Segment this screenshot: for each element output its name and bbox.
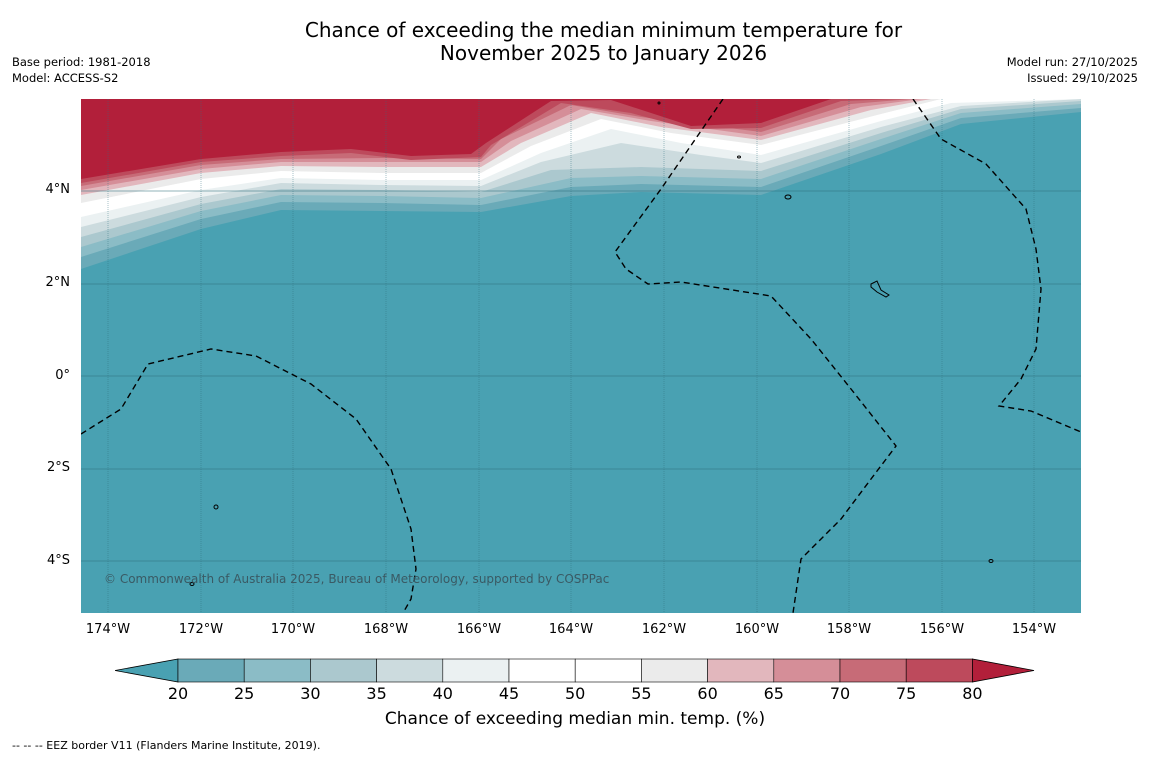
lon-label-166w: 166°W — [456, 622, 502, 637]
colorbar-segment — [839, 658, 907, 683]
colorbar-segment — [641, 658, 708, 683]
issued-text: Issued: 29/10/2025 — [1027, 71, 1138, 85]
copyright-notice: © Commonwealth of Australia 2025, Bureau… — [104, 572, 610, 586]
lat-label-2n: 2°N — [45, 275, 71, 290]
lon-label-156w: 156°W — [919, 622, 965, 637]
lon-label-162w: 162°W — [641, 622, 687, 637]
eez-border — [81, 99, 1081, 613]
probability-field — [81, 99, 1081, 613]
islands — [189, 101, 994, 586]
colorbar-tick-label: 50 — [565, 684, 586, 703]
colorbar-tick-label: 40 — [432, 684, 453, 703]
lon-label-164w: 164°W — [548, 622, 594, 637]
colorbar-tick-label: 30 — [300, 684, 321, 703]
colorbar-segment — [707, 658, 775, 683]
colorbar-segment — [310, 658, 377, 683]
base-period-text: Base period: 1981-2018 — [12, 55, 151, 69]
colorbar-high-arrow — [972, 658, 1035, 683]
colorbar-segment — [574, 658, 642, 683]
colorbar-segment — [177, 658, 245, 683]
model-info: Base period: 1981-2018 Model: ACCESS-S2 — [12, 54, 151, 86]
colorbar-segment — [442, 658, 510, 683]
colorbar-tick-label: 60 — [697, 684, 718, 703]
lon-label-172w: 172°W — [178, 622, 224, 637]
eez-footnote: -- -- -- EEZ border V11 (Flanders Marine… — [12, 739, 321, 752]
lon-label-170w: 170°W — [270, 622, 316, 637]
colorbar-tick-label: 25 — [234, 684, 255, 703]
model-name-text: Model: ACCESS-S2 — [12, 71, 119, 85]
lat-label-equator: 0° — [55, 368, 70, 383]
colorbar-tick-label: 75 — [896, 684, 917, 703]
lat-label-4s: 4°S — [46, 553, 70, 568]
title-line-1: Chance of exceeding the median minimum t… — [304, 18, 903, 42]
colorbar-segment — [905, 658, 973, 683]
colorbar-tick-label: 65 — [763, 684, 784, 703]
colorbar-graphic — [114, 658, 1035, 683]
colorbar-tick-label: 70 — [829, 684, 851, 703]
map-panel[interactable]: © Commonwealth of Australia 2025, Bureau… — [81, 99, 1081, 613]
lon-label-160w: 160°W — [734, 622, 780, 637]
colorbar-label: Chance of exceeding median min. temp. (%… — [384, 709, 766, 729]
lat-label-2s: 2°S — [46, 460, 70, 475]
colorbar-low-arrow — [114, 658, 179, 683]
colorbar-segment — [376, 658, 444, 683]
colorbar-tick-label: 80 — [962, 684, 983, 703]
run-info: Model run: 27/10/2025 Issued: 29/10/2025 — [1007, 54, 1138, 86]
colorbar — [114, 657, 1037, 689]
colorbar-tick-label: 20 — [167, 684, 189, 703]
colorbar-segment — [508, 658, 576, 683]
lat-label-4n: 4°N — [45, 182, 71, 197]
colorbar-tick-label: 55 — [631, 684, 652, 703]
colorbar-segment — [773, 658, 841, 683]
model-run-text: Model run: 27/10/2025 — [1006, 55, 1138, 69]
colorbar-segment — [243, 658, 311, 683]
colorbar-tick-label: 35 — [366, 684, 387, 703]
lon-label-154w: 154°W — [1011, 622, 1057, 637]
map-title: Chance of exceeding the median minimum t… — [0, 19, 1150, 65]
title-line-2: November 2025 to January 2026 — [439, 41, 768, 65]
lon-label-168w: 168°W — [363, 622, 409, 637]
colorbar-tick-label: 45 — [498, 684, 520, 703]
lon-label-158w: 158°W — [826, 622, 872, 637]
lon-label-174w: 174°W — [85, 622, 131, 637]
